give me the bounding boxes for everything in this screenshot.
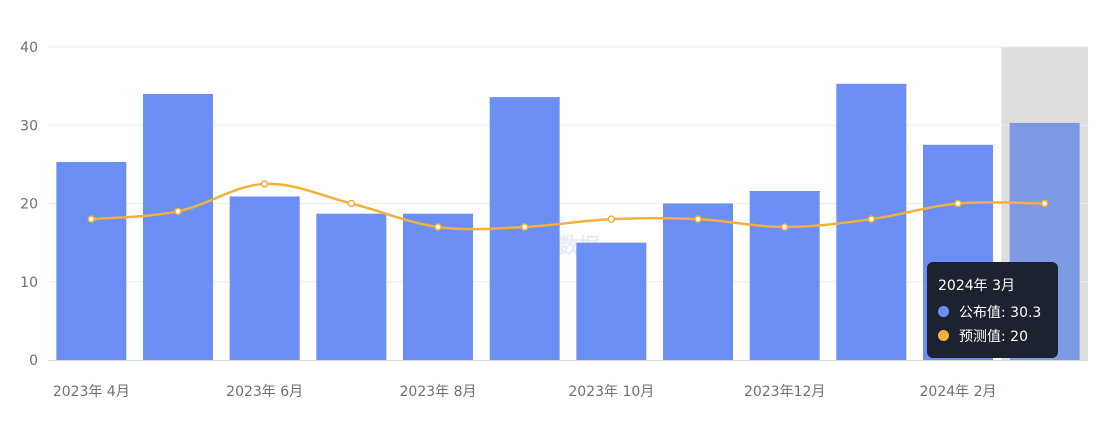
bar[interactable] — [403, 213, 473, 360]
forecast-point[interactable] — [347, 199, 356, 208]
x-tick-label: 2023年 8月 — [400, 384, 477, 400]
forecast-point[interactable] — [1040, 199, 1049, 208]
y-tick-label: 40 — [20, 40, 38, 56]
y-tick-label: 0 — [29, 353, 38, 369]
bar[interactable] — [663, 203, 733, 361]
x-tick-label: 2023年 10月 — [568, 384, 654, 400]
y-tick-label: 30 — [20, 118, 38, 134]
y-tick-label: 10 — [20, 275, 38, 291]
tooltip: 2024年 3月 公布值: 30.3 预测值: 20 — [927, 262, 1058, 358]
bar[interactable] — [143, 93, 213, 360]
tooltip-row-forecast: 预测值: 20 — [938, 325, 1047, 346]
tooltip-row-actual: 公布值: 30.3 — [938, 301, 1047, 322]
tooltip-forecast-value: 预测值: 20 — [959, 328, 1028, 345]
x-tick-label: 2023年12月 — [744, 384, 825, 400]
tooltip-actual-value: 公布值: 30.3 — [959, 304, 1042, 321]
bar[interactable] — [56, 162, 127, 360]
series-dot-icon — [938, 306, 949, 317]
x-axis-ticks: 2023年 4月 2023年 6月 2023年 8月 2023年 10月 2023年12… — [53, 384, 997, 400]
forecast-point[interactable] — [434, 223, 442, 231]
gridlines — [48, 46, 1088, 283]
x-tick-label: 2023年 4月 — [53, 384, 130, 400]
forecast-point[interactable] — [867, 215, 876, 223]
bar[interactable] — [316, 213, 387, 360]
forecast-point[interactable] — [780, 223, 789, 231]
x-tick-label: 2023年 6月 — [226, 384, 303, 400]
forecast-point[interactable] — [87, 215, 96, 223]
bar[interactable] — [749, 190, 820, 360]
forecast-line — [91, 182, 1045, 231]
forecast-point[interactable] — [694, 215, 702, 223]
forecast-point[interactable] — [954, 199, 962, 208]
forecast-point[interactable] — [174, 207, 182, 216]
series-dot-icon — [938, 330, 949, 341]
x-tick-label: 2024年 2月 — [920, 384, 997, 400]
bar[interactable] — [229, 196, 300, 360]
tooltip-title: 2024年 3月 — [938, 278, 1015, 294]
y-tick-label: 20 — [20, 197, 38, 213]
forecast-point[interactable] — [260, 180, 269, 188]
forecast-point[interactable] — [607, 215, 616, 223]
forecast-point[interactable] — [520, 223, 529, 231]
y-axis-ticks: 0 10 20 30 40 — [20, 40, 38, 369]
line-series[interactable] — [87, 180, 1049, 231]
bar[interactable] — [576, 242, 647, 360]
